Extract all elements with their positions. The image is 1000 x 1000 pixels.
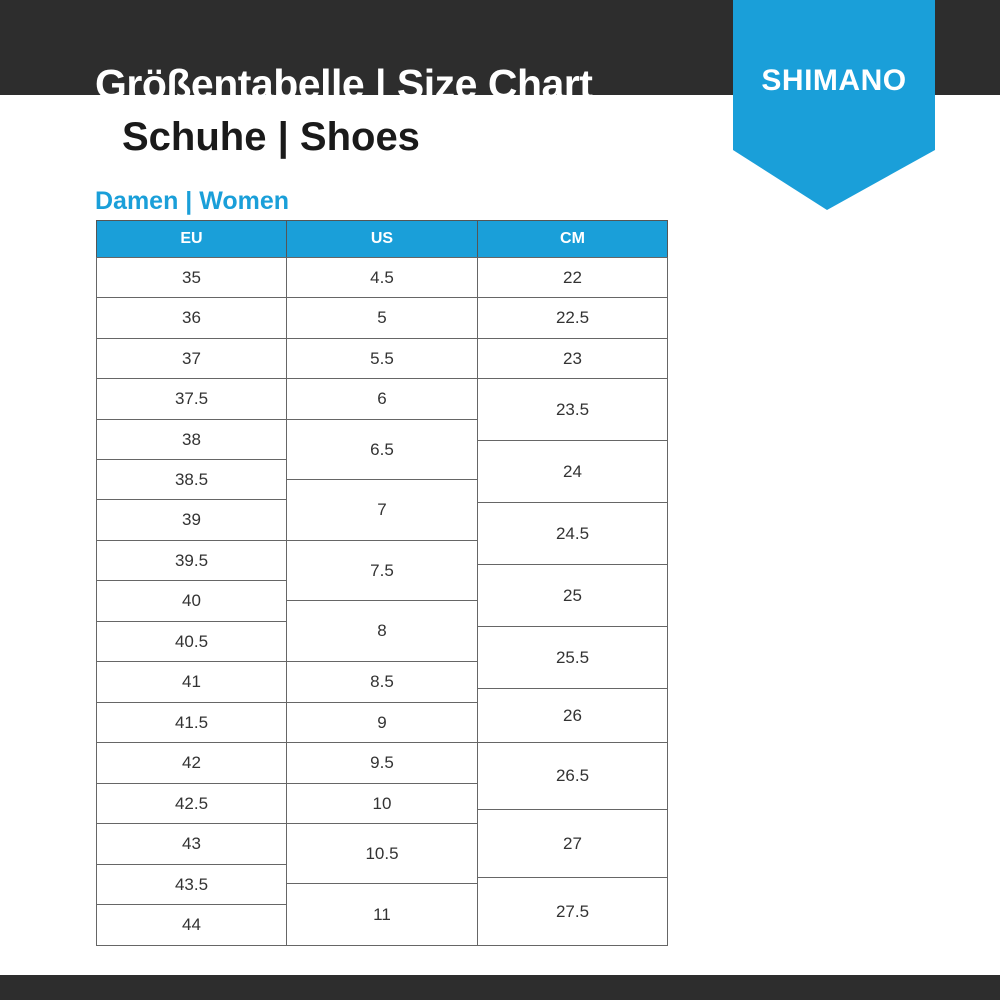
cell-eu: 37	[96, 338, 287, 379]
cell-cm: 27.5	[477, 877, 668, 946]
cell-cm: 27	[477, 809, 668, 878]
cell-cm: 23.5	[477, 378, 668, 441]
cell-us: 6	[286, 378, 478, 420]
cell-us: 7.5	[286, 540, 478, 601]
cell-cm: 24.5	[477, 502, 668, 565]
bottom-band	[0, 975, 1000, 1000]
cell-eu: 42.5	[96, 783, 287, 824]
brand-logo-text: SHIMANO	[761, 64, 907, 97]
cell-eu: 44	[96, 904, 287, 946]
cell-eu: 42	[96, 742, 287, 784]
cell-us: 8	[286, 600, 478, 662]
page-title: Größentabelle | Size Chart	[95, 61, 593, 107]
cell-us: 11	[286, 883, 478, 946]
cell-eu: 41.5	[96, 702, 287, 743]
cell-us: 7	[286, 479, 478, 541]
cell-us: 5	[286, 297, 478, 339]
shimano-logo-banner	[733, 0, 935, 210]
cell-eu: 43	[96, 823, 287, 865]
cell-eu: 43.5	[96, 864, 287, 905]
cell-cm: 26	[477, 688, 668, 743]
cell-us: 5.5	[286, 338, 478, 379]
cell-us: 8.5	[286, 661, 478, 703]
page-subtitle: Schuhe | Shoes	[122, 115, 420, 159]
column-header-cm: CM	[477, 220, 668, 258]
cell-eu: 36	[96, 297, 287, 339]
cell-us: 6.5	[286, 419, 478, 480]
cell-cm: 23	[477, 338, 668, 379]
cell-cm: 24	[477, 440, 668, 503]
cell-eu: 40.5	[96, 621, 287, 662]
cell-cm: 22	[477, 257, 668, 298]
cell-eu: 39.5	[96, 540, 287, 581]
cell-eu: 35	[96, 257, 287, 298]
section-title: Damen | Women	[95, 187, 290, 215]
cell-us: 10	[286, 783, 478, 824]
cell-cm: 25.5	[477, 626, 668, 689]
cell-us: 4.5	[286, 257, 478, 298]
cell-cm: 25	[477, 564, 668, 627]
cell-cm: 26.5	[477, 742, 668, 810]
cell-eu: 40	[96, 580, 287, 622]
cell-us: 9.5	[286, 742, 478, 784]
cell-us: 9	[286, 702, 478, 743]
column-header-eu: EU	[96, 220, 287, 258]
cell-eu: 37.5	[96, 378, 287, 420]
cell-eu: 38.5	[96, 459, 287, 500]
cell-eu: 38	[96, 419, 287, 460]
column-header-us: US	[286, 220, 478, 258]
cell-us: 10.5	[286, 823, 478, 884]
cell-eu: 41	[96, 661, 287, 703]
cell-eu: 39	[96, 499, 287, 541]
cell-cm: 22.5	[477, 297, 668, 339]
